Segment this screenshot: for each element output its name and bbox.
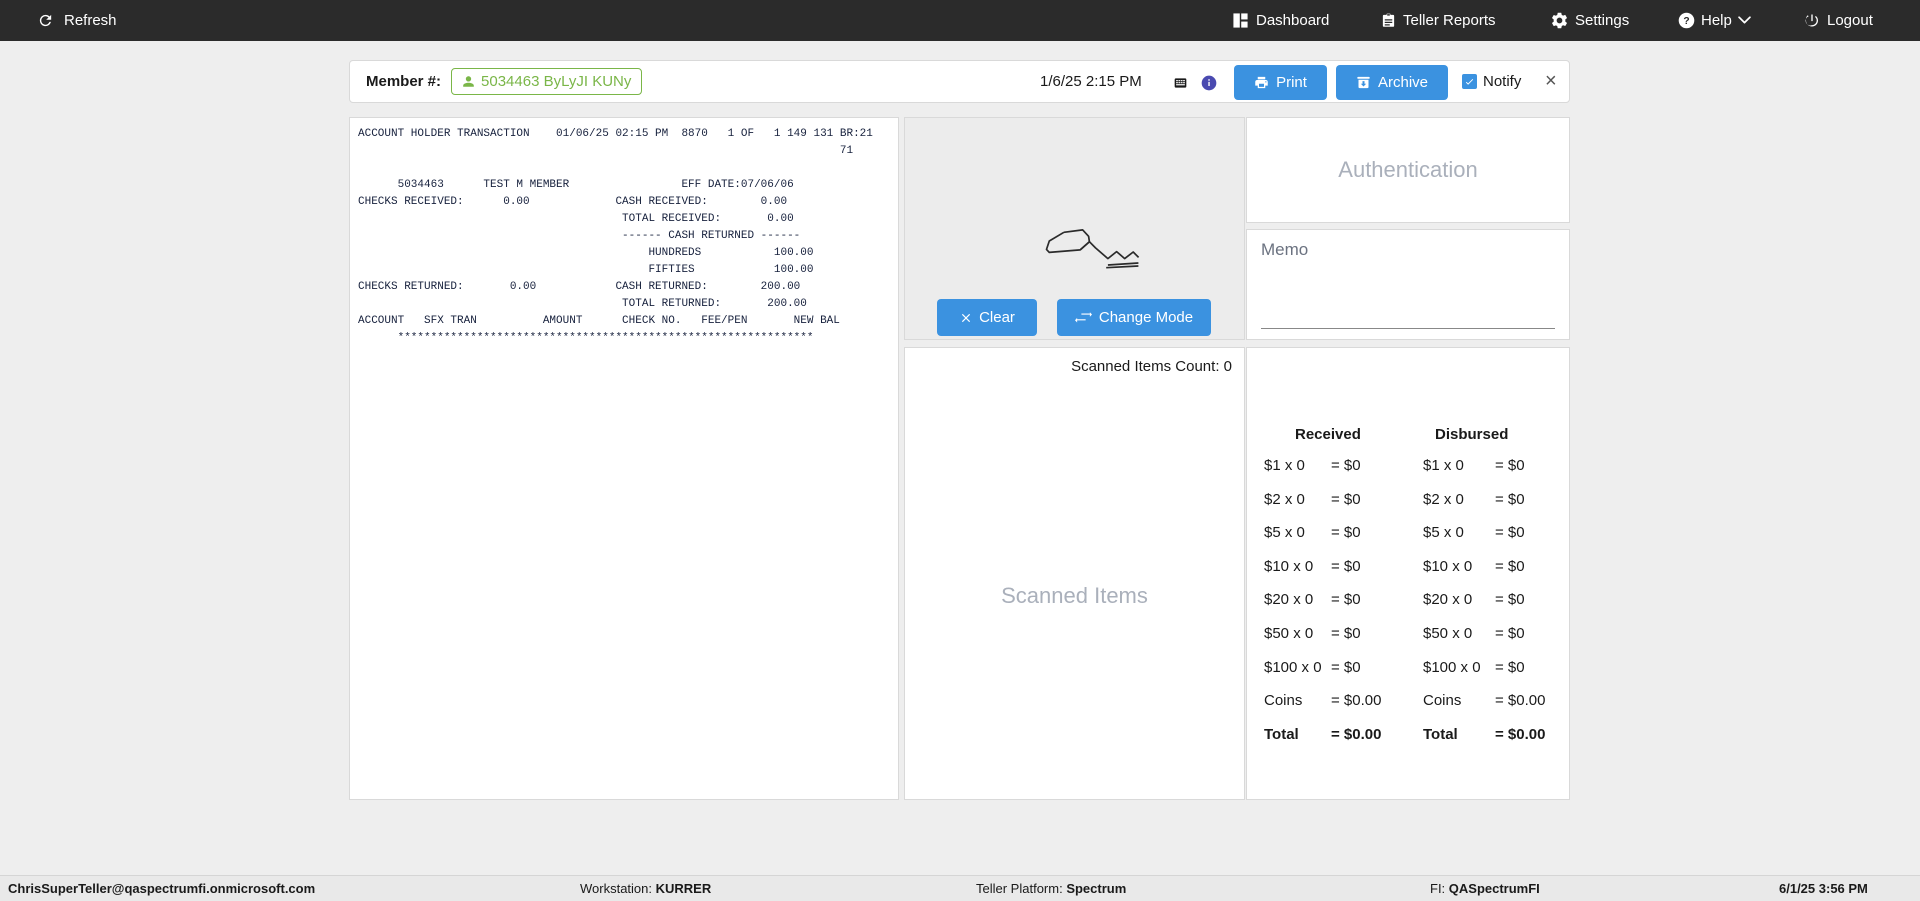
svg-text:?: ? bbox=[1683, 16, 1689, 27]
